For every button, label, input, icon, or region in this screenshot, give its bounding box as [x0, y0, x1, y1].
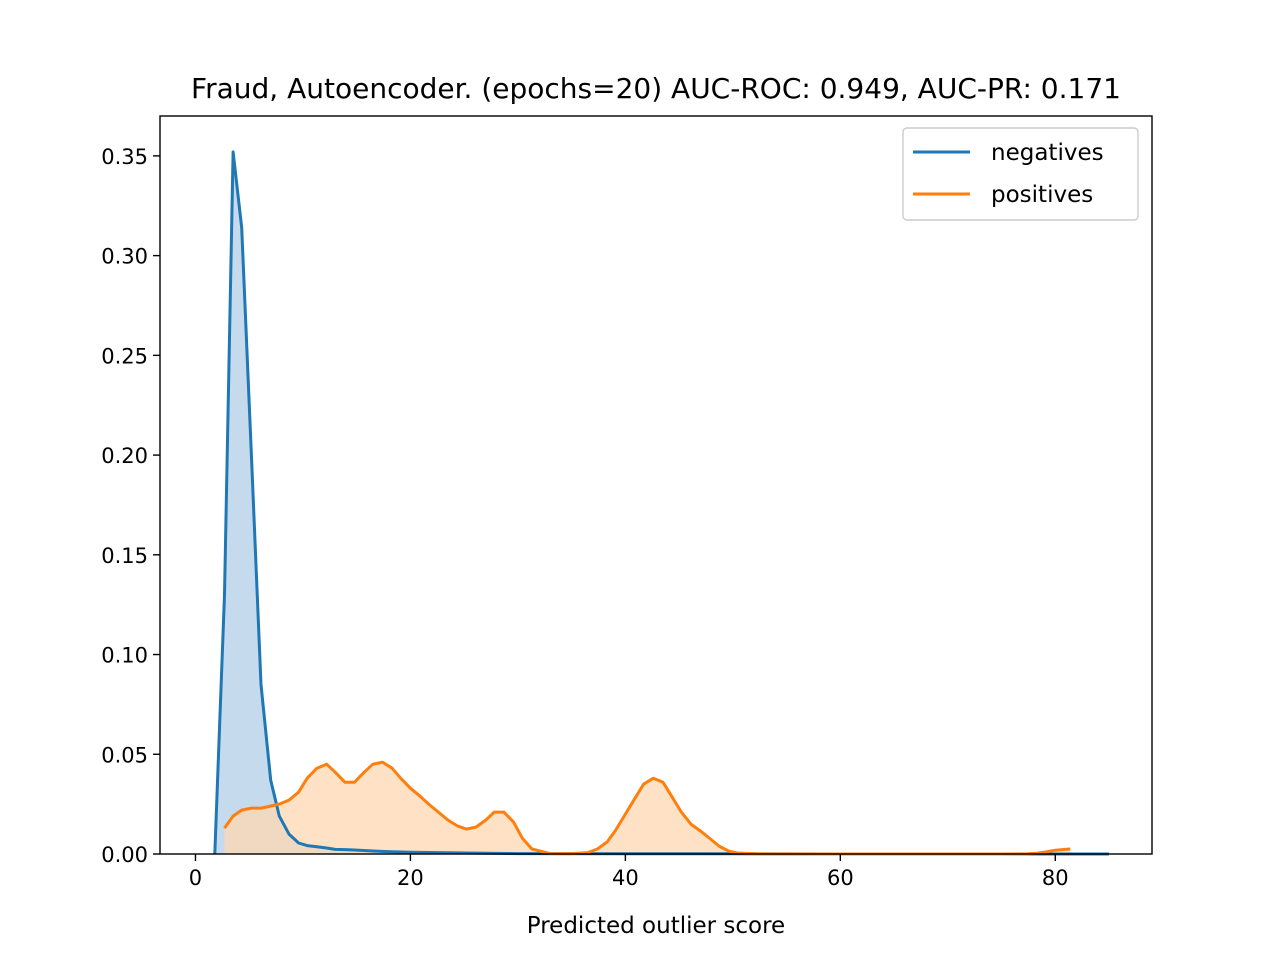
y-tick-label: 0.15 [101, 544, 148, 568]
series-area-positives [224, 762, 1071, 854]
y-tick-label: 0.35 [101, 145, 148, 169]
y-tick-label: 0.25 [101, 344, 148, 368]
series-line-positives [223, 760, 1071, 856]
x-axis-label: Predicted outlier score [527, 913, 785, 939]
y-tick-label: 0.30 [101, 245, 148, 269]
legend-label-negatives: negatives [991, 140, 1104, 166]
y-tick-label: 0.20 [101, 444, 148, 468]
plot-frame [159, 115, 1153, 855]
series-lines [213, 150, 1109, 856]
x-tick-label: 80 [1042, 866, 1069, 890]
legend-label-positives: positives [991, 182, 1093, 208]
series-line-negatives [213, 150, 1109, 856]
y-tick-label: 0.05 [101, 743, 148, 767]
x-tick-label: 60 [827, 866, 854, 890]
chart-title: Fraud, Autoencoder. (epochs=20) AUC-ROC:… [191, 72, 1121, 105]
y-tick-label: 0.00 [101, 843, 148, 867]
x-axis: 0 20 40 60 80 [189, 854, 1069, 890]
series-area-negatives [214, 151, 1110, 854]
legend: negatives positives [902, 127, 1139, 221]
y-axis: 0.00 0.05 0.10 0.15 0.20 0.25 0.30 0.35 [101, 145, 160, 867]
series-fills [214, 151, 1110, 854]
y-tick-label: 0.10 [101, 644, 148, 668]
x-tick-label: 0 [189, 866, 202, 890]
x-tick-label: 20 [397, 866, 424, 890]
x-tick-label: 40 [612, 866, 639, 890]
